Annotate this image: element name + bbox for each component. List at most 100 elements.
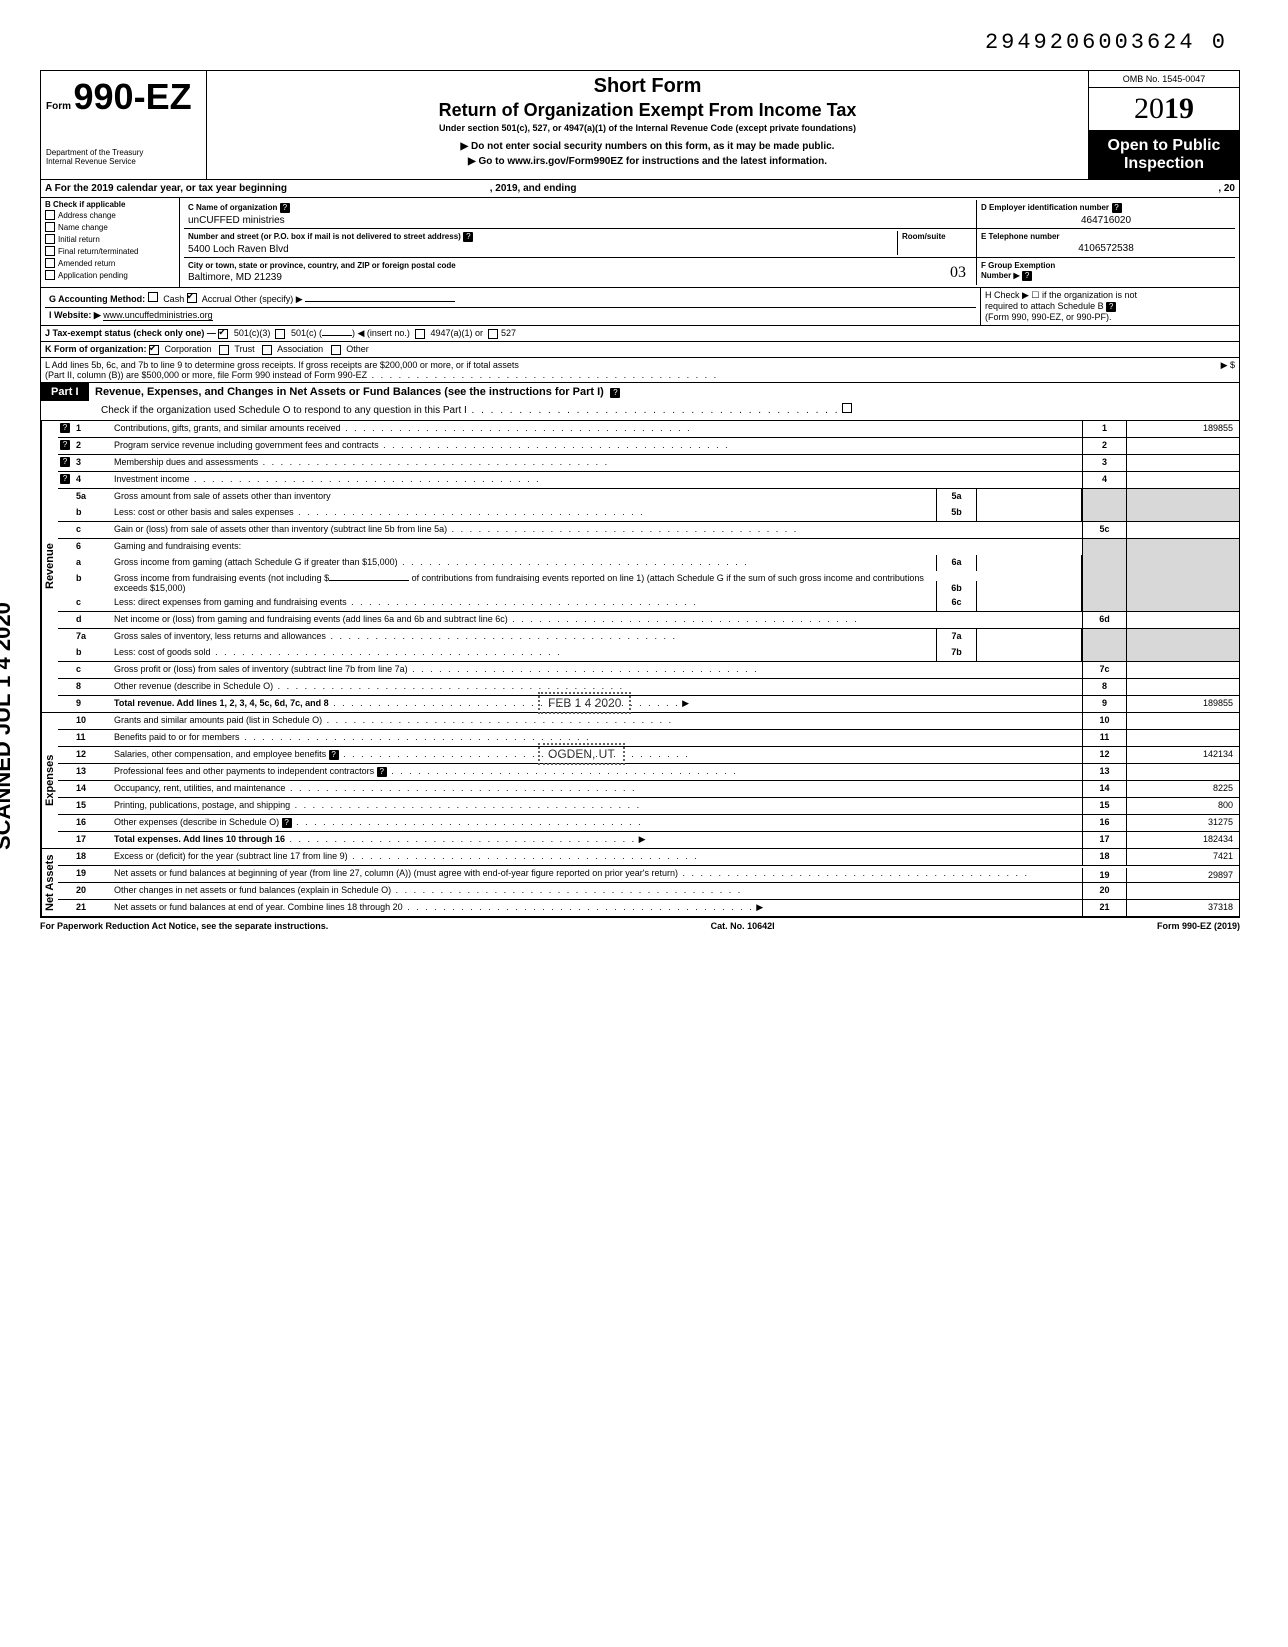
row-j: J Tax-exempt status (check only one) — 5… [40,326,1240,342]
label-501c3: 501(c)(3) [234,328,271,338]
line-5c-text: Gain or (loss) from sale of assets other… [114,524,447,534]
help-icon[interactable]: ? [282,818,292,828]
line-21-text: Net assets or fund balances at end of ye… [114,902,403,912]
line-6-text: Gaming and fundraising events: [110,539,1082,555]
line-3-text: Membership dues and assessments [114,457,258,467]
row-k: K Form of organization: Corporation Trus… [40,342,1240,358]
line-16-text: Other expenses (describe in Schedule O) [114,817,279,827]
cb-other-org[interactable] [331,345,341,355]
line-5a-text: Gross amount from sale of assets other t… [110,489,936,505]
help-icon[interactable]: ? [610,388,620,398]
label-cash: Cash [163,294,184,304]
form-header: Form 990-EZ Department of the Treasury I… [40,70,1240,180]
goto-url: ▶ Go to www.irs.gov/Form990EZ for instru… [211,156,1084,167]
help-icon[interactable]: ? [377,767,387,777]
help-icon[interactable]: ? [1022,271,1032,281]
cb-pending[interactable] [45,270,55,280]
help-icon[interactable]: ? [60,474,70,484]
label-e: E Telephone number [981,232,1060,241]
line-17-val: 182434 [1126,832,1239,848]
cb-initial-return[interactable] [45,234,55,244]
label-other-org: Other [346,344,369,354]
label-f: F Group Exemption [981,261,1055,270]
help-icon[interactable]: ? [60,457,70,467]
line-11-text: Benefits paid to or for members [114,732,240,742]
org-name: unCUFFED ministries [188,215,972,226]
line-6b-text: Gross income from fundraising events (no… [114,573,329,583]
label-assoc: Association [277,344,323,354]
help-icon[interactable]: ? [280,203,290,213]
label-k: K Form of organization: [45,344,147,354]
row-g-h: G Accounting Method: Cash Accrual Other … [40,288,1240,326]
label-name-change: Name change [58,223,108,232]
line-13-text: Professional fees and other payments to … [114,766,374,776]
scanned-stamp: SCANNED JUL 1 4 2020 [0,602,16,850]
help-icon[interactable]: ? [463,232,473,242]
label-c: C Name of organization [188,203,277,212]
cb-cash[interactable] [148,292,158,302]
help-icon[interactable]: ? [1112,203,1122,213]
cb-527[interactable] [488,329,498,339]
org-info-row: B Check if applicable Address change Nam… [40,198,1240,288]
label-501c: 501(c) ( [291,328,322,338]
ssn-warning: ▶ Do not enter social security numbers o… [211,141,1084,152]
label-f2: Number ▶ [981,271,1020,280]
l-line1: L Add lines 5b, 6c, and 7b to line 9 to … [45,360,1085,370]
line-7a-text: Gross sales of inventory, less returns a… [114,631,326,641]
line-12-val: 142134 [1126,747,1239,763]
line-18-val: 7421 [1126,849,1239,865]
label-corp: Corporation [165,344,212,354]
line-1-text: Contributions, gifts, grants, and simila… [114,423,341,433]
label-insert: ) ◀ (insert no.) [352,328,410,338]
revenue-section: Revenue ?1Contributions, gifts, grants, … [40,421,1240,713]
cb-name-change[interactable] [45,222,55,232]
cb-corp[interactable] [149,345,159,355]
cb-address-change[interactable] [45,210,55,220]
line-2-text: Program service revenue including govern… [114,440,379,450]
line-17-text: Total expenses. Add lines 10 through 16 [114,834,285,844]
part1-label: Part I [41,383,89,401]
cb-assoc[interactable] [262,345,272,355]
cb-accrual[interactable] [187,293,197,303]
line-7c-text: Gross profit or (loss) from sales of inv… [114,664,408,674]
label-accrual: Accrual [202,294,232,304]
label-final-return: Final return/terminated [58,247,138,256]
line-16-val: 31275 [1126,815,1239,831]
label-d: D Employer identification number [981,203,1109,212]
dln-code: 2949206003624 0 [985,30,1228,55]
cb-amended[interactable] [45,258,55,268]
h-line3: (Form 990, 990-EZ, or 990-PF). [985,312,1235,322]
label-527: 527 [501,328,516,338]
cb-final-return[interactable] [45,246,55,256]
label-pending: Application pending [58,271,128,280]
room-handwritten: 03 [950,264,966,282]
footer-mid: Cat. No. 10642I [711,921,775,931]
phone: 4106572538 [981,243,1231,254]
ein: 464716020 [981,215,1231,226]
cb-trust[interactable] [219,345,229,355]
line-6c-text: Less: direct expenses from gaming and fu… [114,597,347,607]
side-net-assets: Net Assets [41,849,58,916]
help-icon[interactable]: ? [1106,302,1116,312]
help-icon[interactable]: ? [60,440,70,450]
help-icon[interactable]: ? [60,423,70,433]
label-initial-return: Initial return [58,235,100,244]
line-21-val: 37318 [1126,900,1239,916]
footer-left: For Paperwork Reduction Act Notice, see … [40,921,328,931]
cb-schedule-o[interactable] [842,403,852,413]
dept-irs: Internal Revenue Service [46,157,196,166]
cb-501c[interactable] [275,329,285,339]
label-address-change: Address change [58,211,116,220]
open-to-public: Open to PublicInspection [1089,131,1239,179]
label-amended: Amended return [58,259,115,268]
cb-501c3[interactable] [218,329,228,339]
label-trust: Trust [234,344,254,354]
label-j: J Tax-exempt status (check only one) — [45,328,216,338]
label-g: G Accounting Method: [49,294,145,304]
expenses-section: Expenses 10Grants and similar amounts pa… [40,713,1240,849]
help-icon[interactable]: ? [329,750,339,760]
part1-title: Revenue, Expenses, and Changes in Net As… [91,383,608,401]
cb-4947[interactable] [415,329,425,339]
received-stamp-date: FEB 1 4 2020 [538,692,631,714]
line-20-text: Other changes in net assets or fund bala… [114,885,391,895]
